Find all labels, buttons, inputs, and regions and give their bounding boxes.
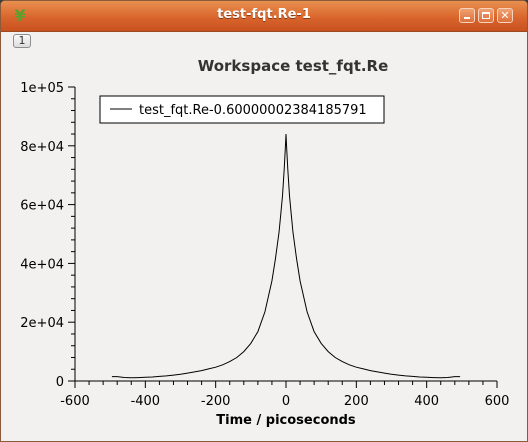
x-tick-label: -400: [131, 394, 161, 409]
minimize-icon: [464, 17, 470, 19]
y-tick-label: 0: [56, 375, 64, 390]
title-bar[interactable]: ¥ test-fqt.Re-1 ✕: [1, 1, 527, 32]
x-tick-label: 400: [414, 394, 439, 409]
y-tick-label: 6e+04: [20, 199, 64, 214]
line-chart: -600 -400 -200 0 200 400 600 0 2e+04 4e+04 6e+04 8e…: [20, 57, 509, 428]
mantid-app-icon[interactable]: ¥: [14, 6, 26, 25]
x-tick-label: -600: [60, 394, 90, 409]
legend-box[interactable]: [99, 95, 385, 124]
minimize-button[interactable]: [459, 8, 475, 23]
close-button[interactable]: ✕: [497, 8, 513, 23]
series-line: [111, 133, 461, 379]
y-tick-label: 1e+05: [20, 81, 64, 96]
window-title: test-fqt.Re-1: [217, 7, 311, 22]
x-axis-label: Time / picoseconds: [216, 413, 356, 428]
maximize-icon: [482, 12, 490, 19]
chart-title: Workspace test_fqt.Re: [198, 57, 389, 75]
x-tick-label: -200: [201, 394, 231, 409]
y-tick-label: 8e+04: [20, 140, 64, 155]
x-tick-label: 600: [485, 394, 510, 409]
legend-label: test_fqt.Re-0.60000002384185791: [139, 103, 367, 118]
layer-tab-button[interactable]: 1: [13, 34, 31, 48]
axes: -600 -400 -200 0 200 400 600 0 2e+04 4e+04 6e+04 8e…: [20, 81, 509, 409]
x-tick-label: 200: [344, 394, 369, 409]
maximize-button[interactable]: [478, 8, 494, 23]
y-tick-label: 4e+04: [20, 257, 64, 272]
close-icon: ✕: [500, 9, 510, 22]
legend[interactable]: test_fqt.Re-0.60000002384185791: [99, 95, 385, 124]
y-tick-label: 2e+04: [20, 316, 64, 331]
series-layer: [111, 133, 461, 379]
x-tick-label: 0: [282, 394, 290, 409]
